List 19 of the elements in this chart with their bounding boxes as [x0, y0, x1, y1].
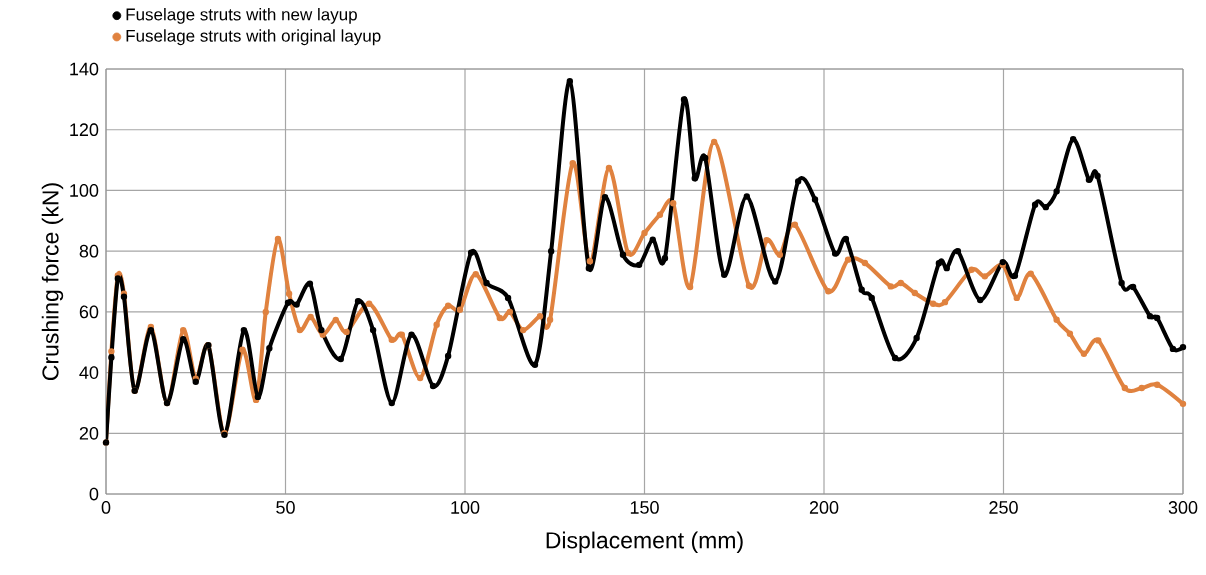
y-tick-label: 100 [70, 184, 99, 197]
x-tick-label: 250 [989, 501, 1018, 514]
x-tick-label: 150 [630, 501, 659, 514]
legend-label: Fuselage struts with new layup [126, 7, 357, 24]
x-axis-title: Displacement (mm) [546, 531, 743, 553]
y-axis-title: Crushing force (kN) [41, 183, 64, 381]
y-tick-label: 60 [79, 305, 99, 319]
x-tick-label: 100 [451, 501, 480, 514]
y-tick-label: 20 [79, 426, 99, 440]
x-tick-label: 200 [809, 501, 839, 514]
legend-label: Fuselage struts with original layup [126, 29, 381, 46]
y-tick-label: 40 [79, 366, 99, 379]
y-tick-label: 120 [70, 123, 99, 137]
y-tick-label: 0 [89, 487, 99, 501]
x-tick-label: 0 [101, 501, 111, 514]
x-tick-label: 50 [276, 501, 295, 514]
y-tick-label: 140 [70, 62, 99, 76]
x-tick-label: 300 [1168, 501, 1198, 514]
y-tick-label: 80 [79, 244, 99, 258]
